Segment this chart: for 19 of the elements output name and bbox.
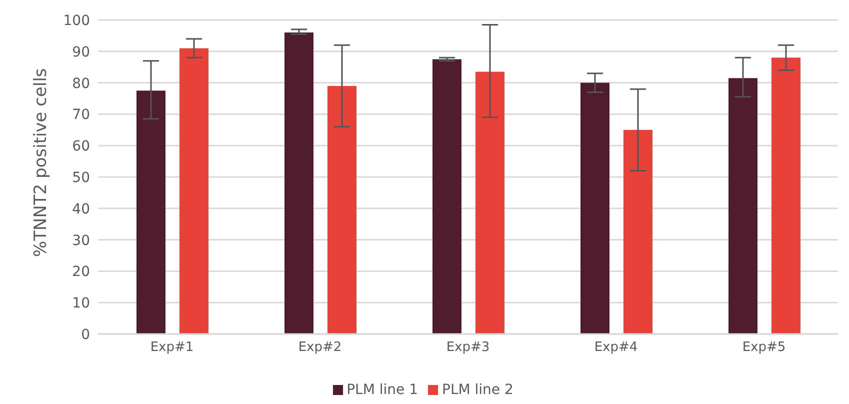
x-tick-label: Exp#3 <box>446 340 490 356</box>
y-tick-label: 80 <box>72 76 90 92</box>
y-axis-title: %TNNT2 positive cells <box>31 68 52 257</box>
legend-label: PLM line 1 <box>346 382 418 398</box>
y-tick-label: 0 <box>81 326 90 343</box>
y-tick-label: 10 <box>72 296 90 312</box>
x-tick-label: Exp#2 <box>298 340 342 356</box>
x-tick-label: Exp#4 <box>594 340 638 356</box>
x-tick-label: Exp#5 <box>742 340 786 356</box>
y-tick-label: 90 <box>72 44 90 60</box>
y-tick-label: 70 <box>72 107 90 124</box>
y-tick-label: 100 <box>63 12 90 29</box>
y-tick-label: 40 <box>72 201 90 218</box>
legend-label: PLM line 2 <box>442 382 514 398</box>
x-tick-label: Exp#1 <box>150 340 194 356</box>
y-tick-label: 30 <box>72 232 90 249</box>
y-tick-label: 50 <box>72 170 90 186</box>
y-tick-label: 20 <box>72 264 90 280</box>
y-tick-label: 60 <box>72 138 90 155</box>
